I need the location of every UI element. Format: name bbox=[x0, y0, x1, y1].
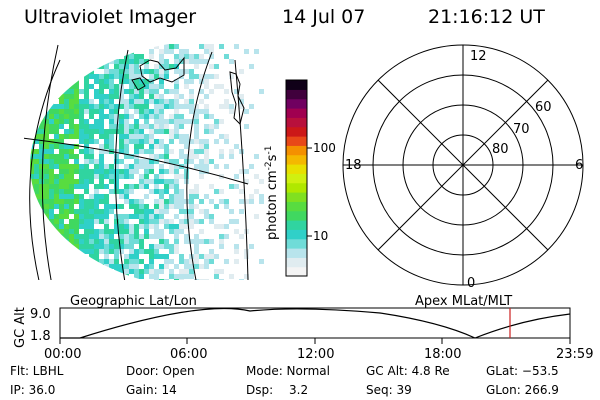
color-bar-swatch bbox=[286, 248, 307, 258]
mlat-label: 60 bbox=[535, 100, 552, 115]
filter-info: Flt: LBHL bbox=[10, 364, 64, 378]
timeline-x-tick-label: 00:00 bbox=[44, 347, 81, 362]
gain-info: Gain: 14 bbox=[126, 383, 177, 397]
color-bar-swatch bbox=[286, 220, 307, 230]
timeline-x-tick-label: 12:00 bbox=[297, 347, 334, 362]
earth-limb bbox=[29, 59, 61, 280]
latitude-line bbox=[24, 137, 249, 185]
color-bar-swatch bbox=[286, 98, 307, 109]
timeline-x-tick-label: 06:00 bbox=[170, 347, 207, 362]
dsp-label: Dsp: bbox=[246, 383, 273, 397]
meridian-line bbox=[41, 44, 59, 280]
orbit-altitude-curve bbox=[60, 307, 571, 339]
ip-info: IP: 36.0 bbox=[10, 383, 55, 397]
color-bar-swatch bbox=[286, 89, 307, 100]
color-bar-tick-label: 10 bbox=[313, 229, 328, 243]
timeline-x-tick-label: 18:00 bbox=[424, 347, 461, 362]
instrument-title: Ultraviolet Imager bbox=[24, 6, 197, 28]
color-bar-swatch bbox=[286, 154, 307, 165]
meridian-line bbox=[186, 51, 213, 280]
color-bar-swatch bbox=[286, 117, 307, 128]
timeline-left-label: Geographic Lat/Lon bbox=[70, 294, 197, 309]
timeline-y-tick: 9.0 bbox=[30, 307, 51, 322]
mode-info: Mode: Normal bbox=[246, 364, 330, 378]
meridian-line bbox=[115, 49, 129, 280]
color-bar-swatch bbox=[286, 192, 307, 202]
gc-alt-info: GC Alt: 4.8 Re bbox=[366, 364, 450, 378]
color-bar-swatch bbox=[286, 145, 307, 156]
color-bar-swatch bbox=[286, 238, 307, 249]
color-bar-tick-label: 100 bbox=[313, 141, 336, 155]
color-bar-swatch bbox=[286, 210, 307, 221]
color-bar-frame bbox=[285, 79, 308, 277]
timeline-x-ticks bbox=[59, 338, 571, 344]
mlat-label: 80 bbox=[492, 142, 509, 157]
color-bar-swatch bbox=[286, 182, 307, 193]
color-bar-swatch bbox=[286, 266, 307, 277]
mlt-diagonal bbox=[377, 79, 549, 251]
mlt-label-midnight: 0 bbox=[467, 276, 475, 291]
color-bar-unit-label: photon cm-2s-1 bbox=[264, 146, 280, 240]
color-bar-swatch bbox=[286, 108, 307, 118]
glat-info: GLat: −53.5 bbox=[486, 364, 559, 378]
uv-image-panel bbox=[24, 44, 264, 280]
color-bar-swatch bbox=[286, 126, 307, 137]
intensity-color-bar bbox=[286, 80, 307, 277]
coastline bbox=[139, 56, 185, 83]
coastline bbox=[229, 71, 245, 125]
mlt-label-dusk: 18 bbox=[345, 158, 362, 173]
mlt-label-noon: 12 bbox=[470, 49, 487, 64]
timeline-right-label: Apex MLat/MLT bbox=[415, 294, 512, 309]
timeline-y-axis-label: GC Alt bbox=[13, 307, 28, 348]
color-bar-swatch bbox=[286, 136, 307, 146]
timeline-x-tick-label: 23:59 bbox=[556, 347, 593, 362]
aurora-emission-pixels bbox=[30, 44, 264, 280]
color-bar-swatch bbox=[286, 257, 307, 268]
color-bar-swatch bbox=[286, 229, 307, 240]
seq-info: Seq: 39 bbox=[366, 383, 412, 397]
meridian-line bbox=[234, 59, 249, 280]
mlat-label: 70 bbox=[513, 122, 530, 137]
timeline-y-tick: 1.8 bbox=[30, 329, 51, 344]
mlt-label-dawn: 6 bbox=[575, 158, 583, 173]
color-bar-swatch bbox=[286, 164, 307, 174]
polar-mlat-mlt-dial bbox=[342, 44, 584, 286]
dsp-value: 3.2 bbox=[289, 383, 308, 397]
color-bar-swatch bbox=[286, 80, 307, 90]
color-bar-swatch bbox=[286, 201, 307, 212]
glon-info: GLon: 266.9 bbox=[486, 383, 559, 397]
timeline-frame bbox=[59, 307, 571, 339]
door-info: Door: Open bbox=[126, 364, 195, 378]
coastline bbox=[131, 77, 146, 91]
observation-time: 21:16:12 UT bbox=[428, 6, 545, 28]
observation-date: 14 Jul 07 bbox=[282, 6, 366, 28]
color-bar-swatch bbox=[286, 173, 307, 184]
